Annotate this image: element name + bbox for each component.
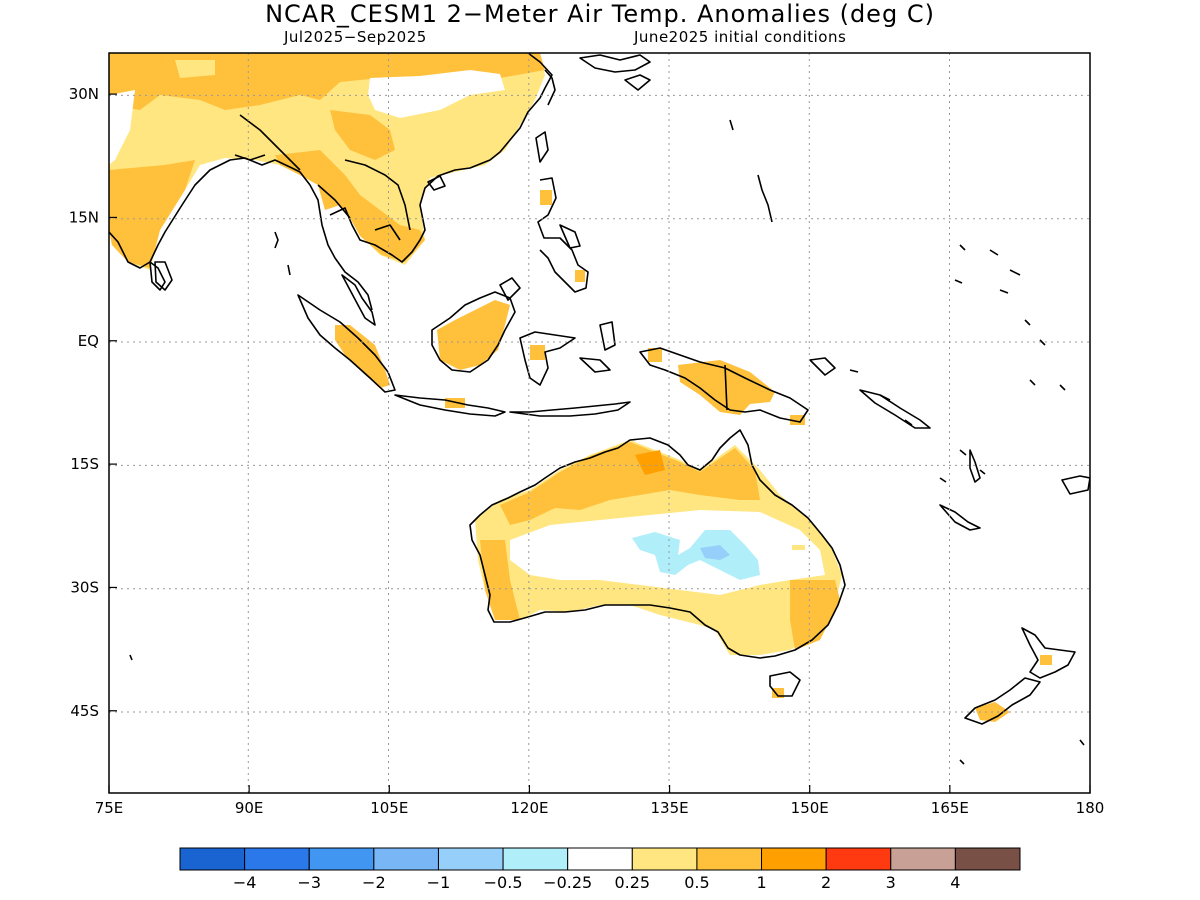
colorbar-swatch — [373, 847, 439, 871]
colorbar-swatch — [954, 847, 1021, 871]
colorbar-swatch — [502, 847, 569, 871]
lat-axis: 30N 15N EQ 15S 30S 45S — [69, 85, 117, 720]
lon-tick-label: 165E — [931, 799, 969, 817]
colorbar-swatch — [244, 847, 310, 871]
map-grid — [109, 53, 1090, 793]
colorbar-label: 2 — [821, 873, 831, 892]
colorbar-label: −0.25 — [543, 873, 592, 892]
lon-tick-label: 180 — [1076, 799, 1105, 817]
colorbar-label: −3 — [297, 873, 321, 892]
colorbar-swatch — [696, 847, 763, 871]
maritime-anomaly-region — [335, 190, 805, 425]
lon-tick-label: 135E — [651, 799, 689, 817]
colorbar-swatch — [437, 847, 504, 871]
lon-tick-label: 105E — [370, 799, 408, 817]
lat-tick-label: 45S — [70, 702, 99, 720]
colorbar-label: 3 — [886, 873, 896, 892]
lon-tick-label: 150E — [791, 799, 829, 817]
lon-axis: 75E 90E 105E 120E 135E 150E 165E 180 — [95, 785, 1105, 817]
colorbar-label: 0.5 — [684, 873, 709, 892]
lat-tick-label: 30S — [70, 578, 99, 596]
colorbar-swatch — [761, 847, 827, 871]
lon-tick-label: 75E — [95, 799, 124, 817]
colorbar-swatch — [567, 847, 633, 871]
asia-anomaly-region — [109, 53, 545, 270]
lat-tick-label: 15S — [70, 455, 99, 473]
colorbar: −4 −3 −2 −1 −0.5 −0.25 0.25 0.5 1 2 3 4 — [179, 847, 1021, 892]
colorbar-label: −4 — [233, 873, 257, 892]
colorbar-label: −0.5 — [484, 873, 523, 892]
australia-anomaly-region — [475, 440, 842, 698]
colorbar-label: −2 — [362, 873, 386, 892]
colorbar-label: 0.25 — [614, 873, 650, 892]
colorbar-label: −1 — [427, 873, 451, 892]
colorbar-swatch — [890, 847, 956, 871]
colorbar-swatch — [825, 847, 892, 871]
colorbar-label: 4 — [950, 873, 960, 892]
lat-tick-label: 30N — [69, 85, 99, 103]
anomaly-field — [109, 53, 1090, 765]
map-title: NCAR_CESM1 2−Meter Air Temp. Anomalies (… — [265, 0, 935, 28]
map-frame — [108, 52, 1091, 794]
initial-conditions: June2025 initial conditions — [634, 28, 847, 46]
colorbar-swatch — [308, 847, 375, 871]
lat-tick-label: EQ — [78, 332, 99, 350]
lat-tick-label: 15N — [69, 208, 99, 226]
colorbar-swatch — [179, 847, 246, 871]
forecast-period: Jul2025−Sep2025 — [284, 28, 427, 46]
lon-tick-label: 120E — [510, 799, 548, 817]
colorbar-swatch — [631, 847, 698, 871]
colorbar-label: 1 — [756, 873, 766, 892]
coastlines — [109, 53, 1090, 765]
lon-tick-label: 90E — [235, 799, 264, 817]
